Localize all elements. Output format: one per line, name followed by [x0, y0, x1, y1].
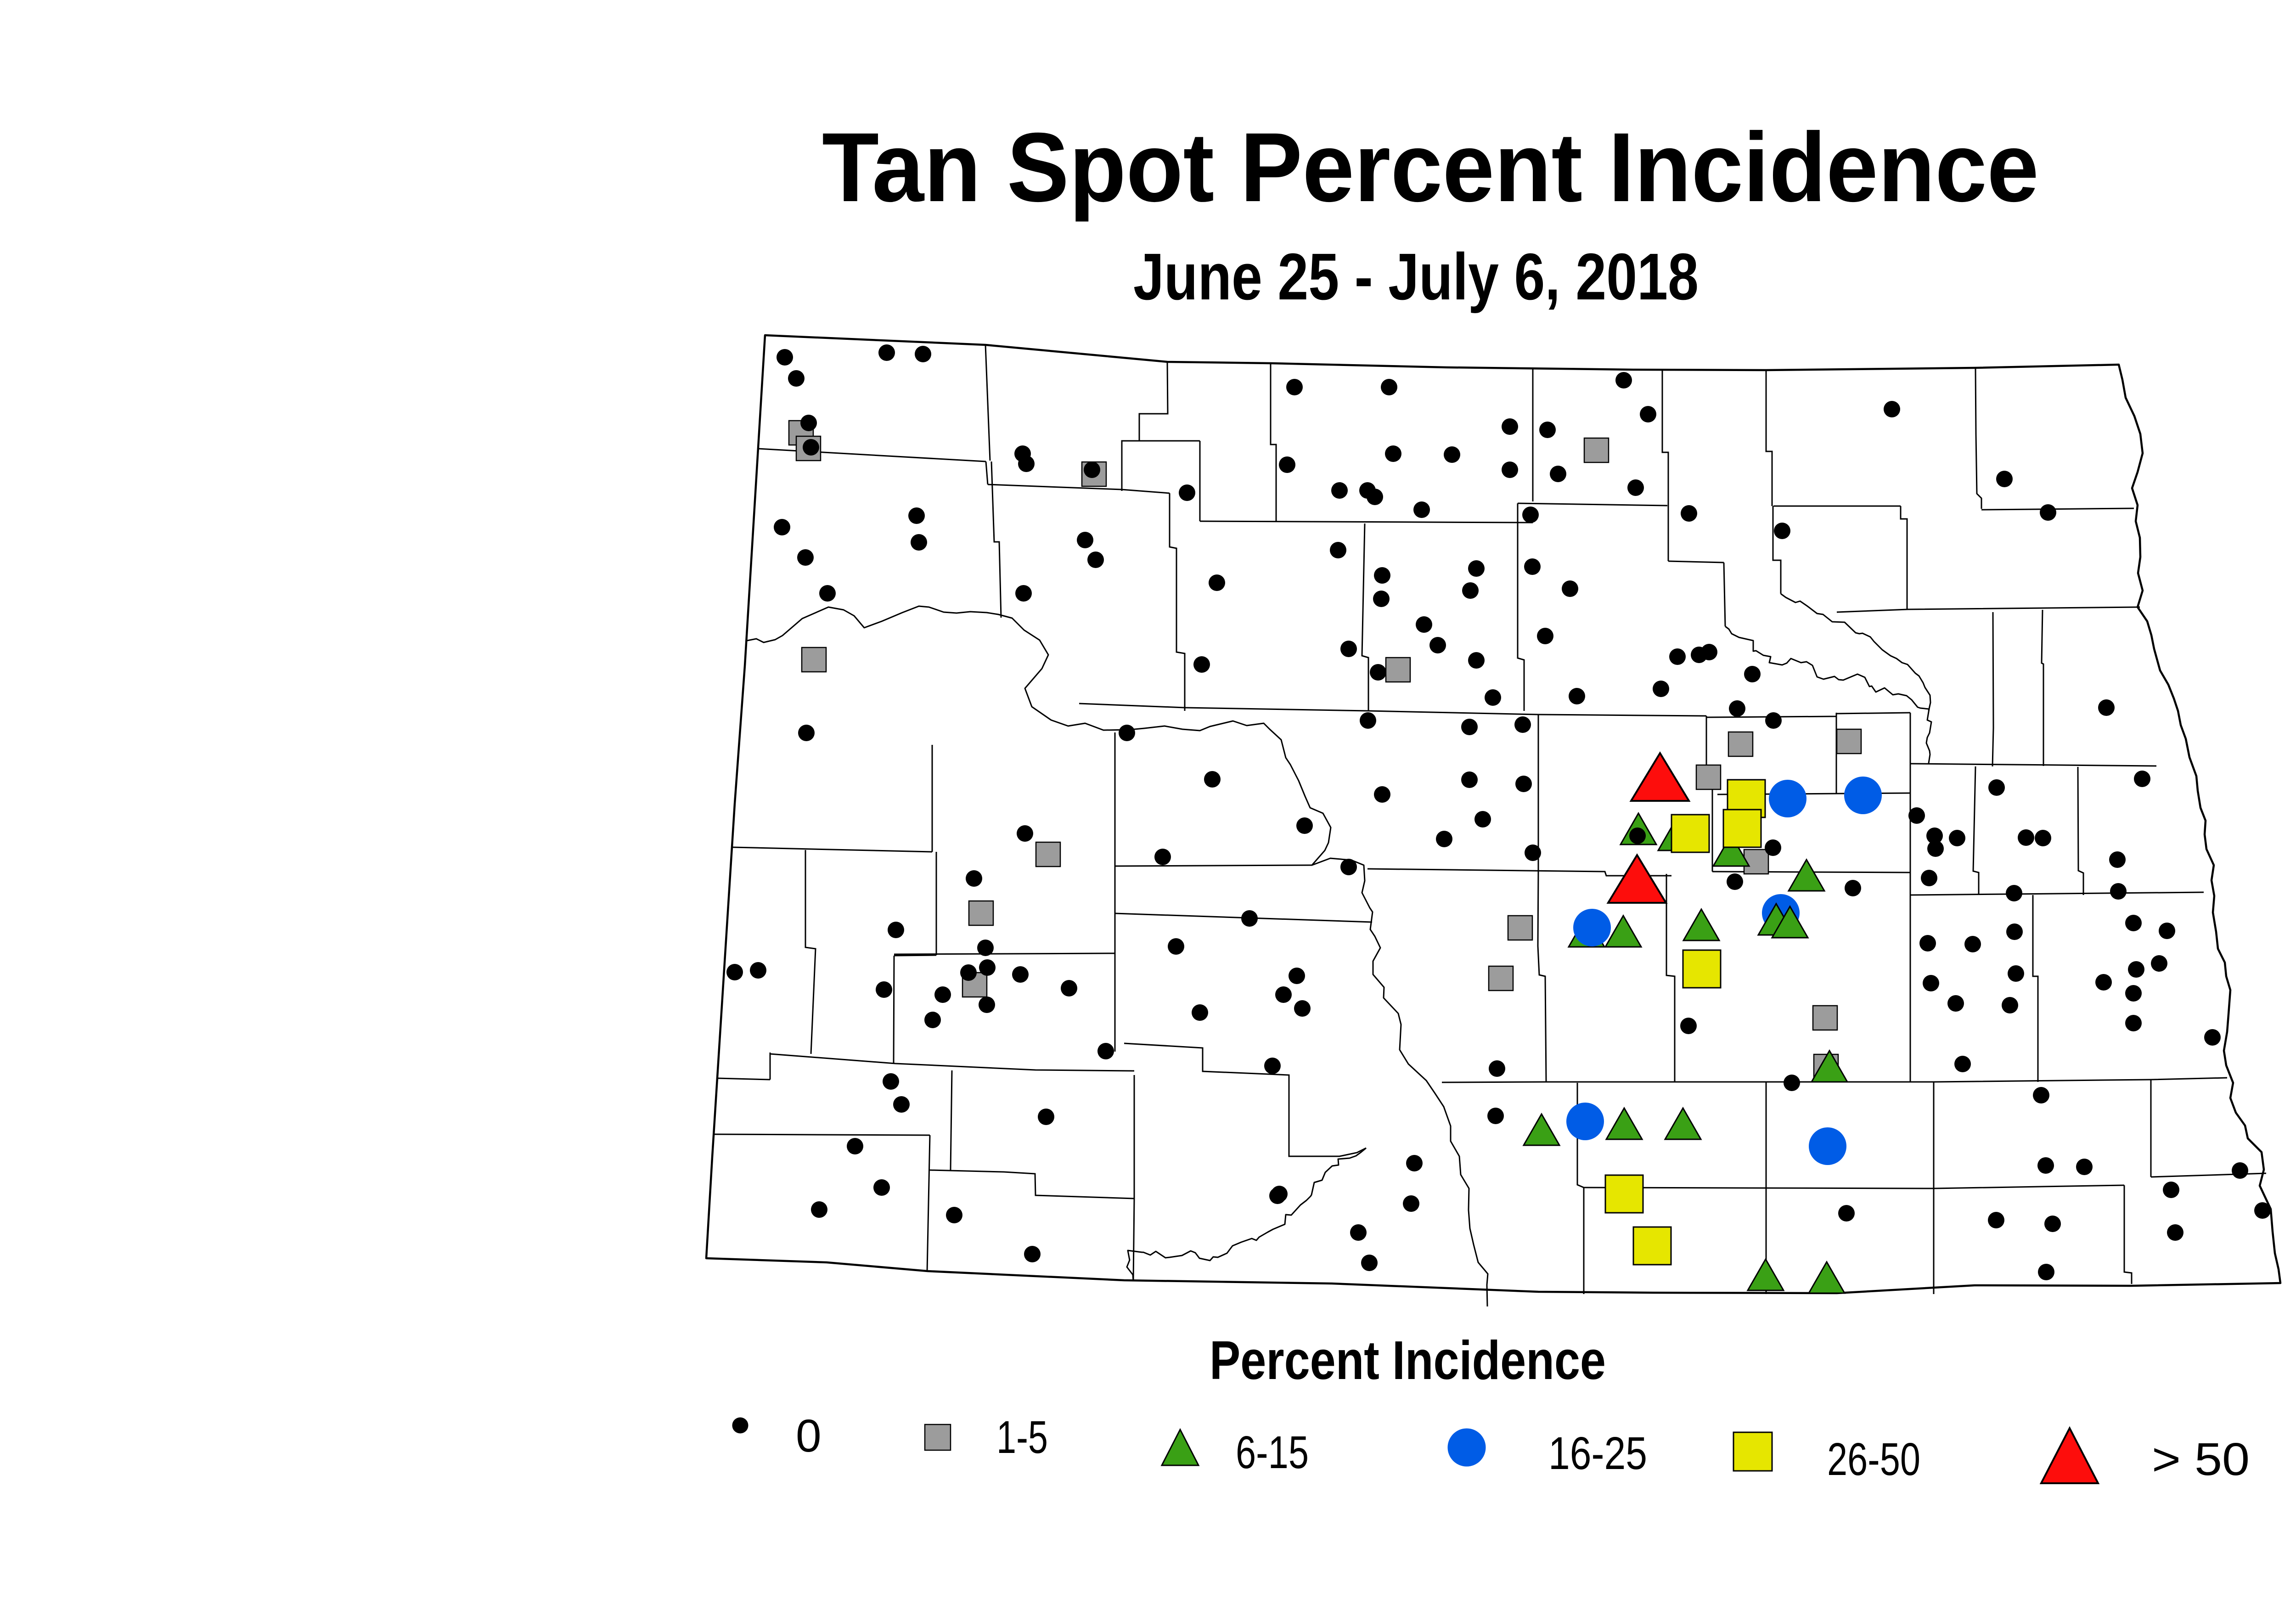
svg-text:16-25: 16-25	[1548, 1428, 1647, 1479]
svg-text:26-50: 26-50	[1827, 1434, 1920, 1485]
svg-text:0: 0	[796, 1410, 822, 1462]
svg-text:Tan Spot Percent Incidence: Tan Spot Percent Incidence	[822, 113, 2039, 222]
svg-text:June 25 - July 6, 2018: June 25 - July 6, 2018	[1133, 240, 1699, 314]
svg-text:1-5: 1-5	[996, 1412, 1048, 1463]
svg-text:6-15: 6-15	[1236, 1427, 1309, 1478]
svg-text:> 50: > 50	[2152, 1434, 2250, 1485]
svg-text:Percent Incidence: Percent Incidence	[1210, 1330, 1606, 1391]
